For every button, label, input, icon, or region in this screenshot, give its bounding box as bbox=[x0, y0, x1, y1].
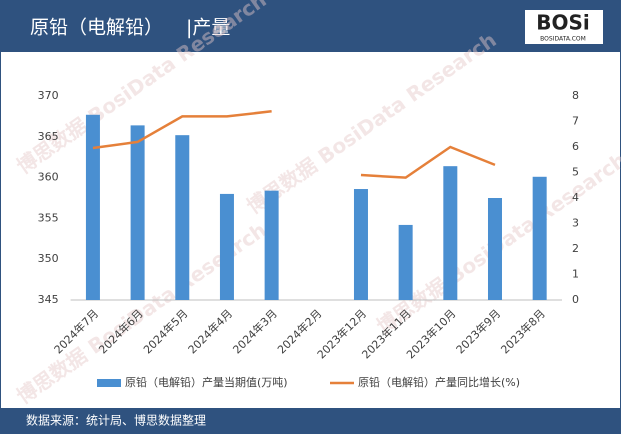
logo-box bbox=[525, 10, 603, 44]
y2-tick-label: 2 bbox=[572, 242, 579, 255]
y2-tick-label: 8 bbox=[572, 89, 579, 102]
chart-subtitle: |产量 bbox=[186, 17, 230, 39]
footer-bar bbox=[0, 408, 621, 434]
bar bbox=[175, 135, 190, 300]
y-tick-label: 350 bbox=[38, 252, 59, 265]
bar bbox=[219, 193, 234, 300]
bar bbox=[487, 198, 502, 300]
y-tick-label: 355 bbox=[38, 211, 59, 224]
y-tick-label: 360 bbox=[38, 171, 59, 184]
y-tick-label: 365 bbox=[38, 130, 59, 143]
y2-tick-label: 5 bbox=[572, 166, 579, 179]
header-bar bbox=[0, 0, 621, 52]
bar bbox=[398, 224, 413, 300]
legend-label: 原铅（电解铅）产量当期值(万吨) bbox=[125, 375, 288, 389]
bar bbox=[353, 189, 368, 300]
bar bbox=[532, 176, 547, 300]
logo-text: BOSi bbox=[536, 11, 590, 35]
line bbox=[92, 110, 496, 179]
y2-tick-label: 3 bbox=[572, 217, 579, 230]
bar bbox=[443, 166, 458, 300]
chart-title: 原铅（电解铅） bbox=[30, 17, 163, 39]
y2-tick-label: 0 bbox=[572, 293, 579, 306]
legend-label: 原铅（电解铅）产量同比增长(%) bbox=[358, 375, 520, 389]
bar bbox=[130, 125, 145, 300]
y2-tick-label: 1 bbox=[572, 268, 579, 281]
bar bbox=[85, 114, 100, 300]
logo-url: BOSIDATA.COM bbox=[540, 36, 586, 43]
y2-tick-label: 7 bbox=[572, 115, 579, 128]
y-tick-label: 345 bbox=[38, 293, 59, 306]
y2-tick-label: 4 bbox=[572, 191, 579, 204]
bar bbox=[264, 190, 279, 300]
y-tick-label: 370 bbox=[38, 89, 59, 102]
legend-swatch bbox=[97, 379, 121, 387]
source: 数据来源：统计局、博思数据整理 bbox=[26, 413, 206, 428]
y2-tick-label: 6 bbox=[572, 140, 579, 153]
